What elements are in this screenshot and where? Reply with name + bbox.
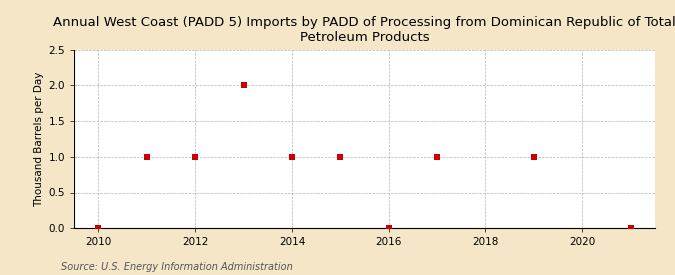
Text: Source: U.S. Energy Information Administration: Source: U.S. Energy Information Administ… bbox=[61, 262, 292, 272]
Point bbox=[190, 155, 200, 159]
Point bbox=[287, 155, 298, 159]
Point bbox=[625, 226, 636, 230]
Point bbox=[93, 226, 104, 230]
Point bbox=[238, 83, 249, 87]
Point bbox=[383, 226, 394, 230]
Point bbox=[335, 155, 346, 159]
Point bbox=[142, 155, 153, 159]
Y-axis label: Thousand Barrels per Day: Thousand Barrels per Day bbox=[34, 71, 45, 207]
Point bbox=[432, 155, 443, 159]
Title: Annual West Coast (PADD 5) Imports by PADD of Processing from Dominican Republic: Annual West Coast (PADD 5) Imports by PA… bbox=[53, 16, 675, 44]
Point bbox=[529, 155, 539, 159]
